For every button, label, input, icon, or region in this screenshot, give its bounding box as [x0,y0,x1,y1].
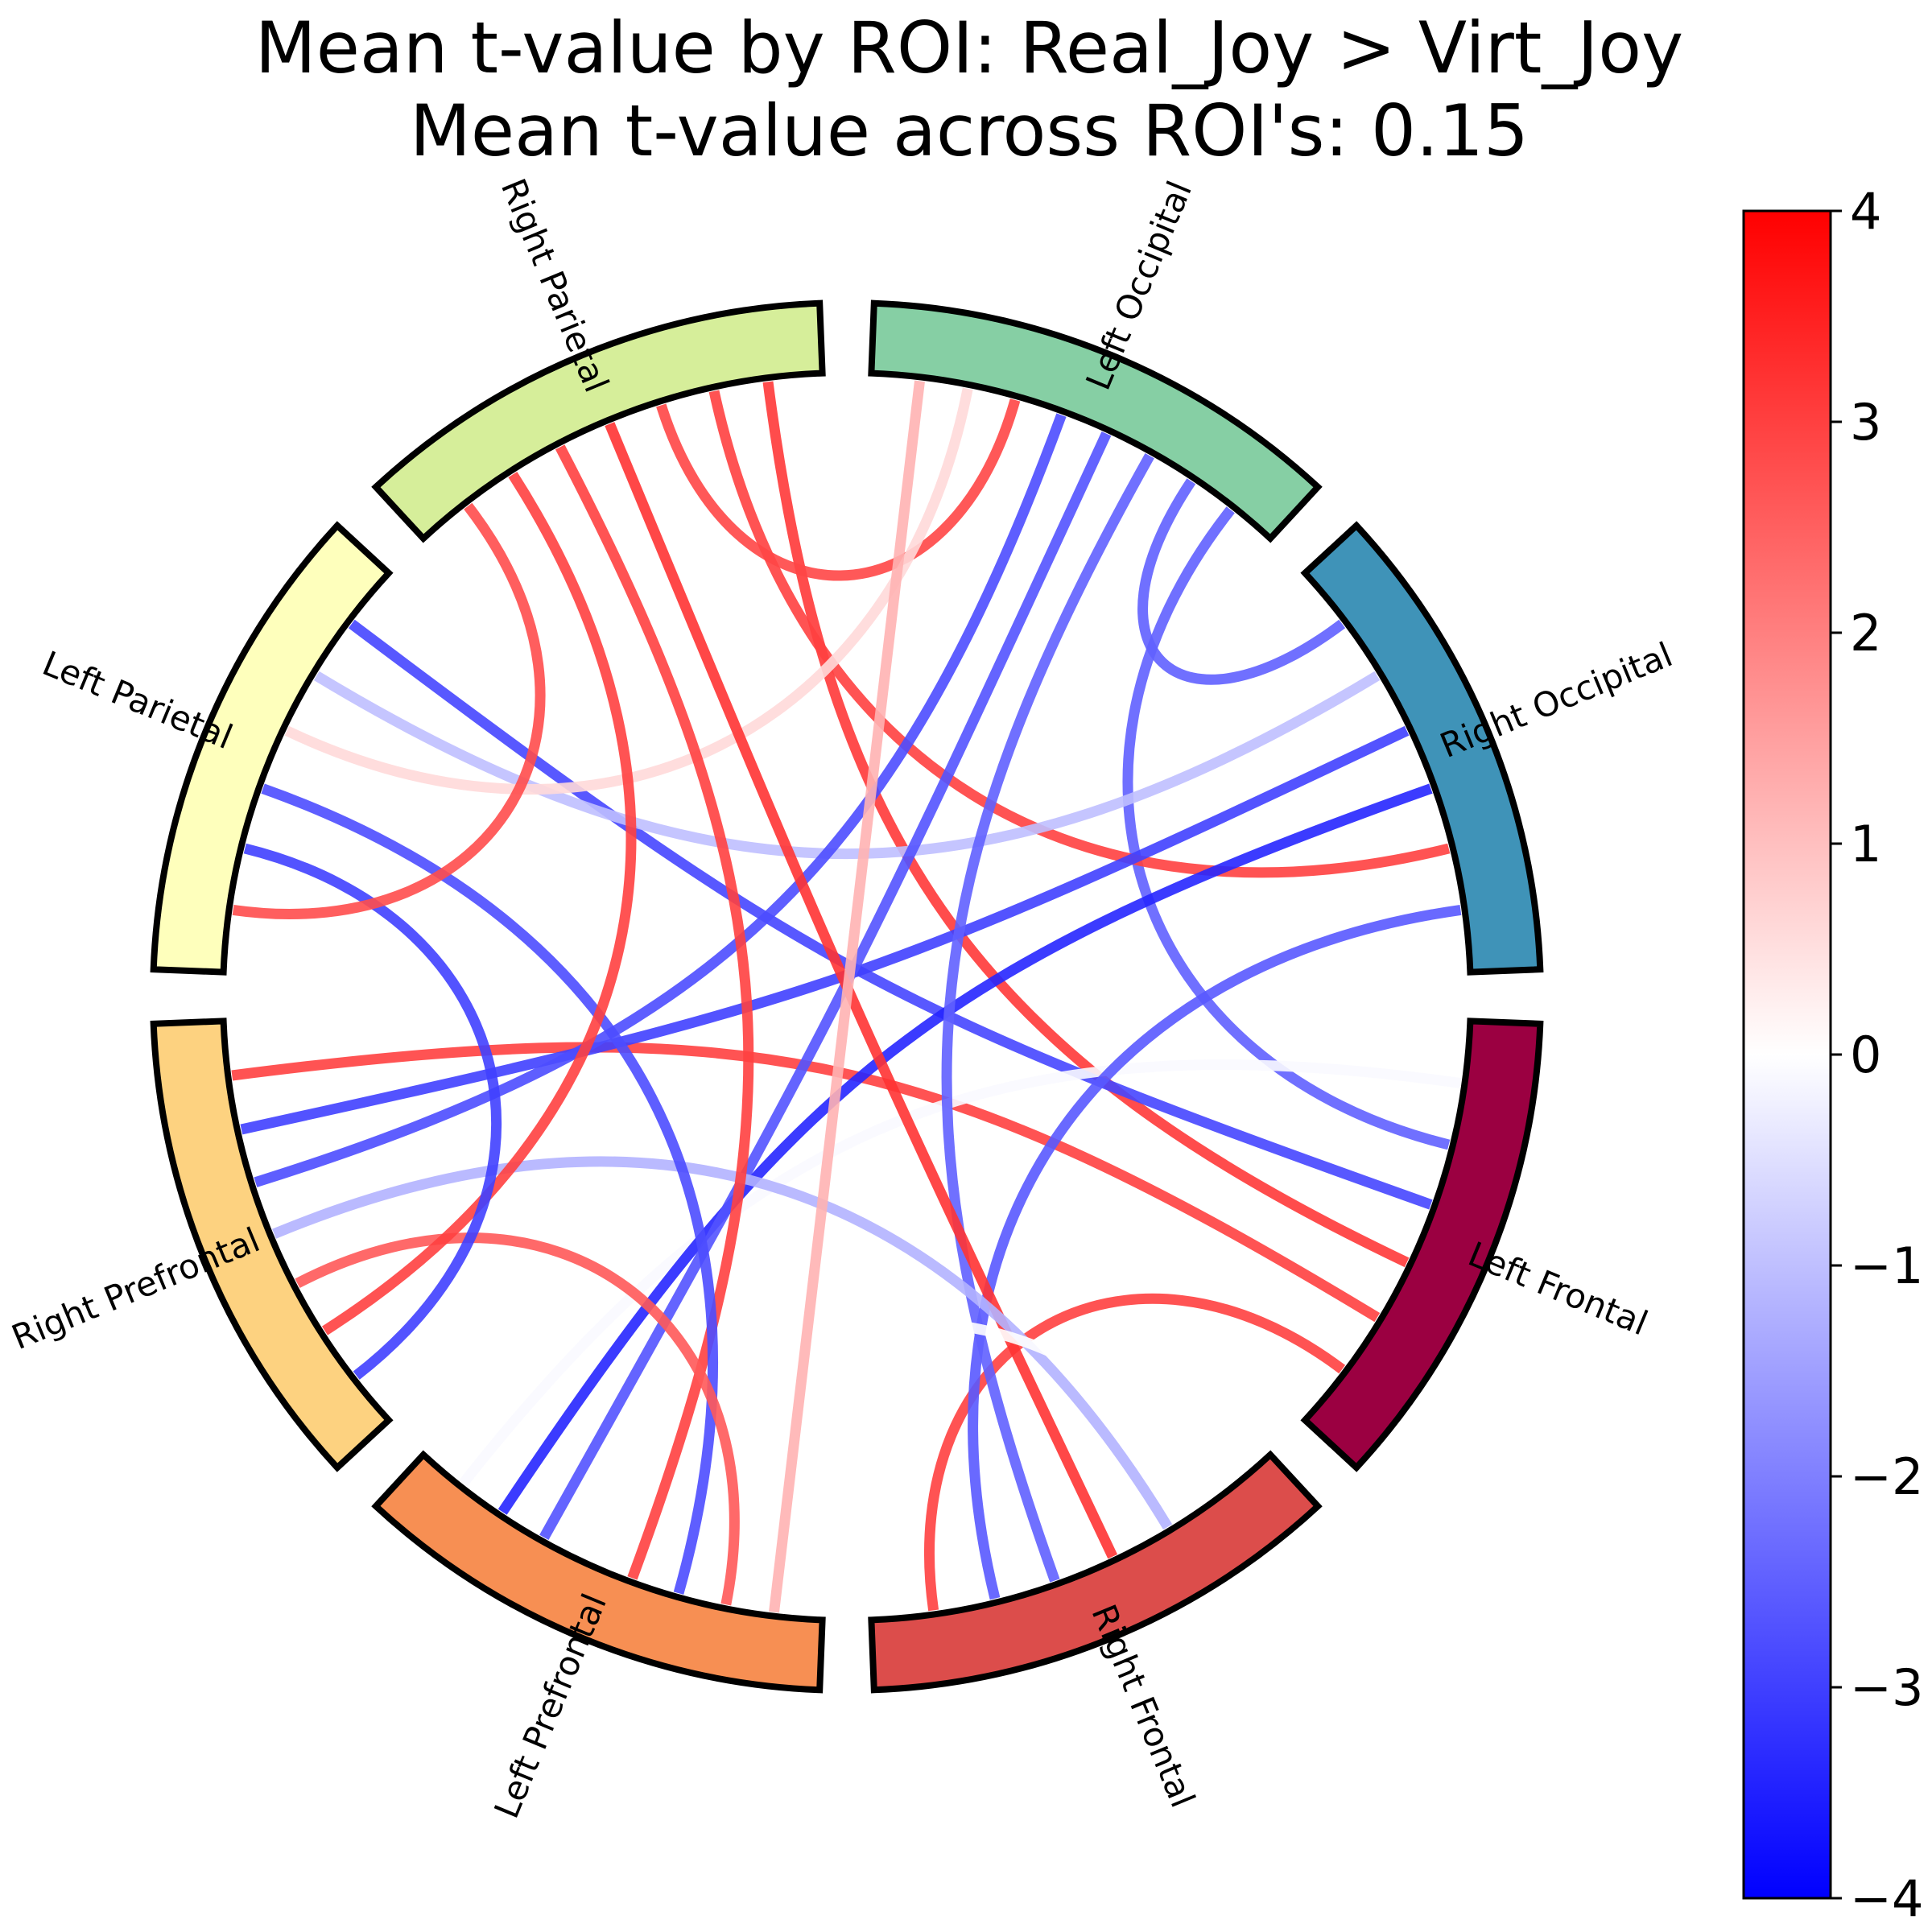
link-left-prefrontal-to-right-prefrontal [295,1232,740,1606]
link-left-prefrontal-to-left-occipital [769,380,925,1613]
colorbar-tick-label: −2 [1850,1447,1923,1506]
link-left-frontal-to-left-occipital [1122,506,1451,1150]
node-arc-left-prefrontal [371,1450,826,1694]
link-left-frontal-to-right-frontal [924,1293,1346,1612]
link-left-occipital-to-left-prefrontal [539,431,1112,1540]
link-right-occipital-to-left-occipital [1137,478,1346,685]
link-right-frontal-to-right-prefrontal [272,1156,1173,1530]
node-arc-left-occipital [868,299,1323,543]
links-layer [231,380,1462,1613]
node-arc-left-frontal [1300,1018,1544,1472]
node-arc-right-parietal [371,299,826,543]
link-left-frontal-to-right-prefrontal [231,1042,1381,1323]
node-label-left-occipital: Left Occipital [1078,175,1199,395]
colorbar-tick-label: 1 [1850,815,1881,873]
nodes-layer [150,299,1544,1694]
colorbar-tick-label: 4 [1850,182,1881,241]
chart-subtitle: Mean t-value across ROI's: 0.15 [410,89,1529,172]
colorbar-gradient [1742,209,1832,1900]
colorbar-ticks: 4 3 2 1 0 −1 −2 −3 −4 [1831,182,1923,1928]
link-left-prefrontal-to-right-parietal [555,444,754,1580]
colorbar-tick-label: −1 [1850,1236,1923,1295]
link-right-frontal-to-left-prefrontal [582,1317,1224,1563]
link-left-parietal-to-right-parietal [232,502,546,919]
colorbar: 4 3 2 1 0 −1 −2 −3 −4 [1742,182,1923,1928]
link-right-occipital-to-left-prefrontal [497,783,1433,1515]
link-right-prefrontal-to-right-parietal [321,471,637,1335]
node-arc-right-prefrontal [150,1018,394,1472]
node-arc-right-frontal [868,1450,1323,1694]
colorbar-tick-label: 0 [1850,1026,1881,1084]
link-right-occipital-to-left-parietal [313,671,1381,860]
link-right-occipital-to-right-frontal [968,904,1462,1600]
link-left-occipital-to-right-parietal [656,398,1021,581]
node-label-left-frontal: Left Frontal [1463,1234,1653,1344]
node-arc-left-parietal [150,521,394,976]
colorbar-tick-label: 3 [1850,393,1881,452]
link-left-frontal-to-left-parietal [348,619,1433,1210]
link-left-frontal-to-left-prefrontal [459,1059,1462,1487]
link-left-occipital-to-left-parietal [284,387,973,795]
link-left-occipital-to-right-prefrontal [254,413,1067,1187]
node-label-left-parietal: Left Parietal [37,643,238,757]
colorbar-tick-label: −4 [1850,1869,1923,1928]
link-right-prefrontal-to-left-parietal [243,843,502,1380]
link-left-prefrontal-to-left-parietal [261,783,719,1595]
chart-title: Mean t-value by ROI: Real_Joy > Virt_Joy [255,6,1683,89]
link-left-occipital-to-right-frontal [941,453,1154,1583]
link-right-occipital-to-right-parietal [708,390,1451,878]
colorbar-tick-label: −3 [1850,1658,1923,1717]
node-arc-right-occipital [1300,521,1544,976]
node-label-right-frontal: Right Frontal [1084,1599,1203,1813]
colorbar-tick-label: 2 [1850,604,1881,663]
